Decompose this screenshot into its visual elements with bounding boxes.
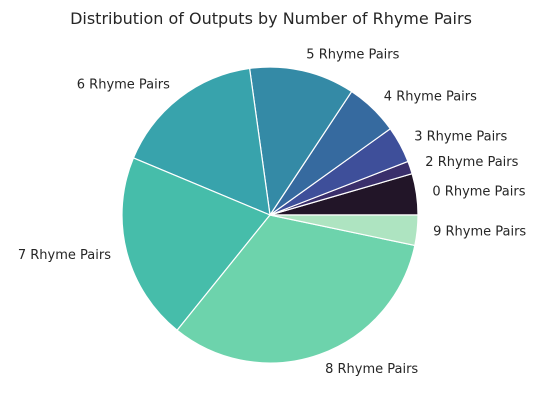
- pie-label-1: 2 Rhyme Pairs: [425, 155, 518, 170]
- pie-label-0: 0 Rhyme Pairs: [432, 184, 525, 199]
- pie-label-4: 5 Rhyme Pairs: [306, 48, 399, 63]
- pie-slices: [121, 66, 419, 364]
- pie-slice-6: [121, 157, 271, 331]
- pie-labels: 0 Rhyme Pairs 2 Rhyme Pairs 3 Rhyme Pairs 4…: [18, 48, 527, 377]
- pie-label-7: 8 Rhyme Pairs: [325, 362, 418, 377]
- pie-label-8: 9 Rhyme Pairs: [433, 225, 526, 240]
- pie-label-6: 7 Rhyme Pairs: [18, 248, 111, 263]
- chart-title: Distribution of Outputs by Number of Rhy…: [70, 9, 472, 28]
- pie-label-2: 3 Rhyme Pairs: [414, 129, 507, 144]
- pie-slice-4: [249, 66, 353, 216]
- pie-slice-7: [176, 214, 416, 364]
- pie-label-5: 6 Rhyme Pairs: [77, 78, 170, 93]
- pie-label-3: 4 Rhyme Pairs: [384, 89, 477, 104]
- pie-slice-5: [132, 67, 271, 216]
- pie-slice-8: [269, 214, 419, 247]
